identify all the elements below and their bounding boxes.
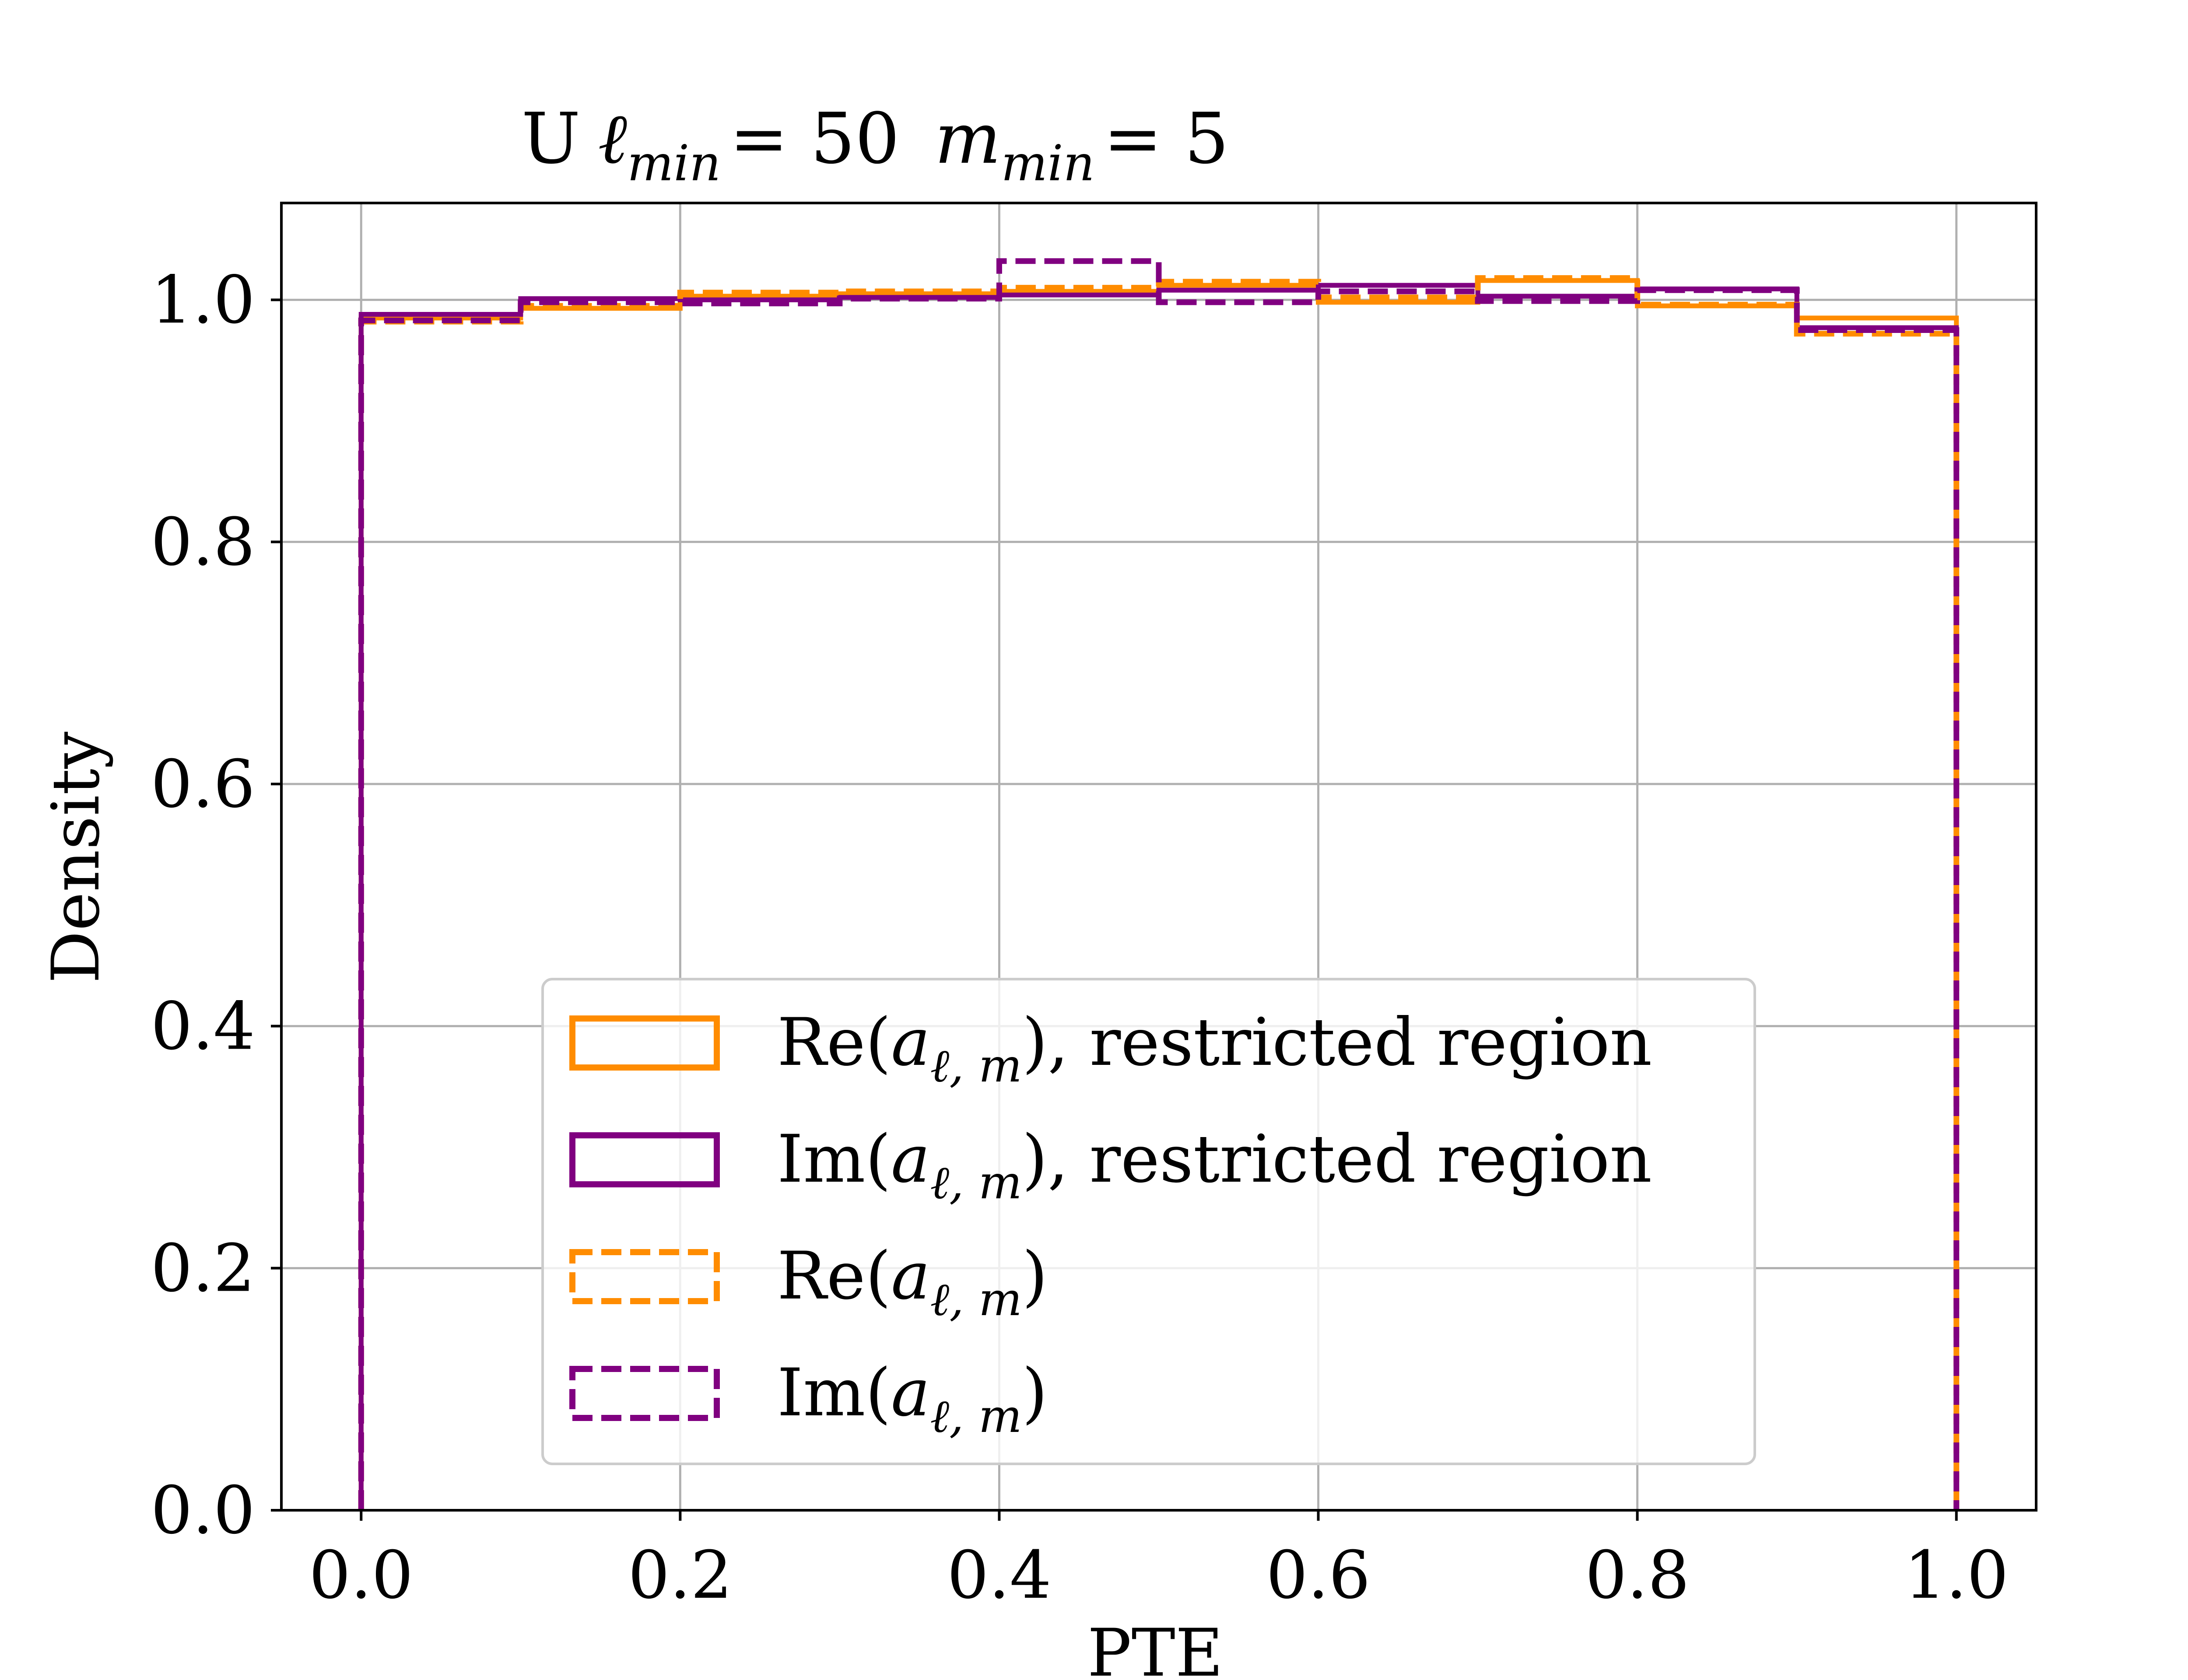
y-axis-label: Density bbox=[38, 732, 114, 984]
axes-frame bbox=[280, 202, 2037, 1512]
x-tick-label: 0.4 bbox=[947, 1537, 1052, 1614]
legend-handle bbox=[569, 1249, 720, 1304]
y-tick-label: 0.0 bbox=[151, 1473, 255, 1549]
y-tick-label: 0.8 bbox=[151, 504, 255, 581]
legend-entry-label: Im(aℓ, m) bbox=[777, 1355, 1048, 1443]
histogram-series bbox=[358, 258, 1960, 1510]
y-tick-label: 0.2 bbox=[151, 1231, 255, 1307]
y-tick-label: 1.0 bbox=[151, 262, 255, 338]
legend: Re(aℓ, m), restricted region Im(aℓ, m), r… bbox=[541, 978, 1756, 1465]
x-tick-label: 0.2 bbox=[628, 1537, 733, 1614]
histogram-series-outline bbox=[358, 275, 1960, 1510]
histogram-series-outline bbox=[358, 258, 1960, 1510]
x-tick-label: 0.6 bbox=[1266, 1537, 1371, 1614]
legend-entry-label: Re(aℓ, m) bbox=[777, 1238, 1048, 1326]
legend-handle bbox=[569, 1015, 720, 1071]
x-tick-label: 0.0 bbox=[309, 1537, 414, 1614]
legend-entry-label: Re(aℓ, m), restricted region bbox=[777, 1004, 1652, 1092]
x-tick-label: 1.0 bbox=[1904, 1537, 2009, 1614]
legend-box bbox=[541, 978, 1756, 1465]
y-tick-label: 0.4 bbox=[151, 988, 255, 1064]
x-tick-label: 0.8 bbox=[1585, 1537, 1690, 1614]
legend-handle bbox=[569, 1132, 720, 1187]
legend-entry-label: Im(aℓ, m), restricted region bbox=[777, 1121, 1652, 1209]
y-tick-label: 0.6 bbox=[151, 746, 255, 822]
legend-handle bbox=[569, 1366, 720, 1421]
x-axis-label: PTE bbox=[1087, 1615, 1223, 1680]
axis-ticks: 0.0 0.2 0.4 0.6 0.8 1.0 0.0 0.2 0.4 0.6 0.8 1.0 bbox=[151, 262, 2009, 1614]
